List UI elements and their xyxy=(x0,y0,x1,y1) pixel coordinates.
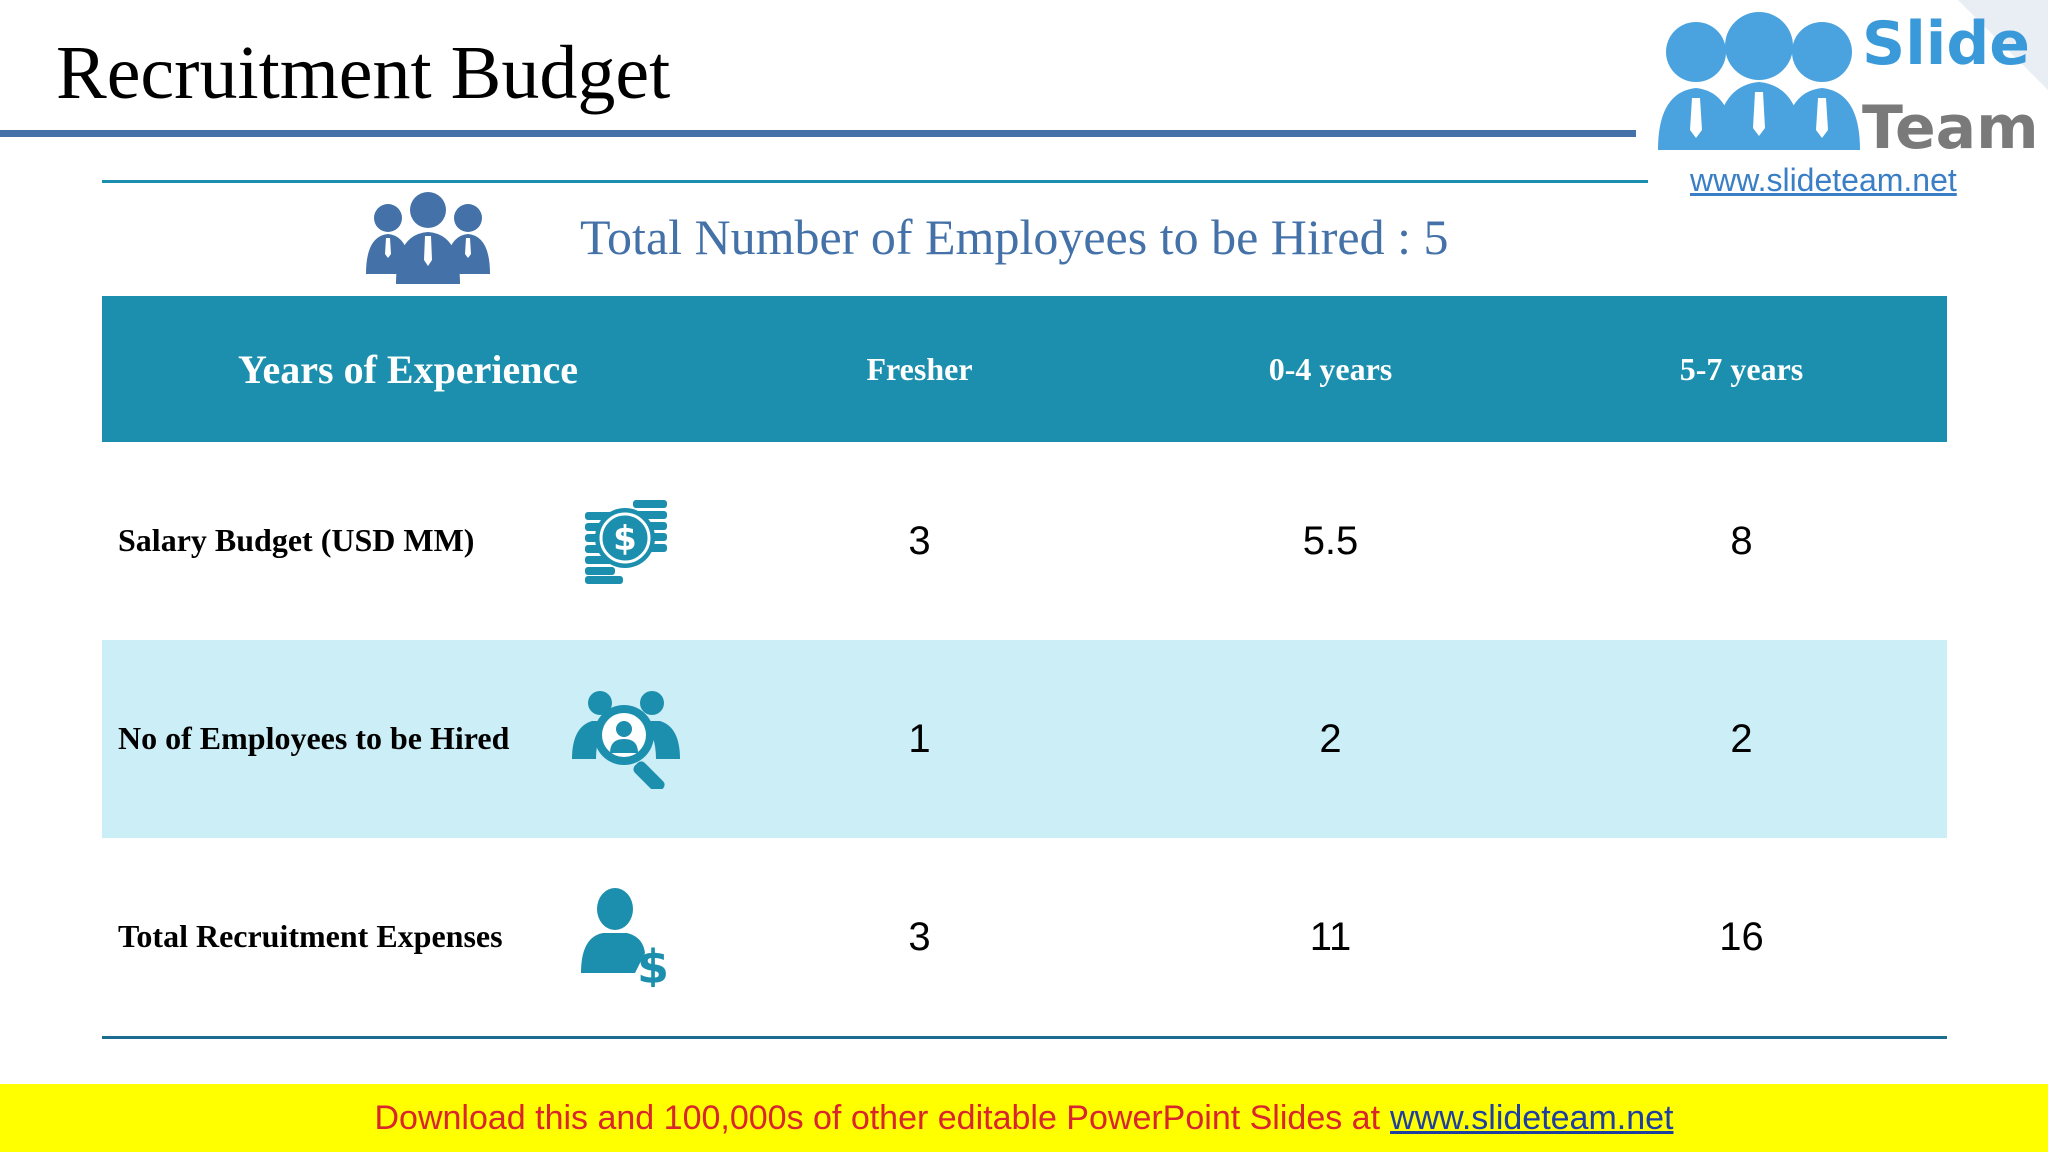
table-header-row: Years of Experience Fresher 0-4 years 5-… xyxy=(102,296,1947,442)
table-row-employees-hired: No of Employees to be Hired 1 2 2 xyxy=(102,640,1947,838)
slideteam-logo[interactable]: Slide Team www.slideteam.net xyxy=(1636,0,2048,200)
table-bottom-rule xyxy=(102,1036,1947,1039)
title-rule xyxy=(0,130,1640,137)
slide-title: Recruitment Budget xyxy=(56,31,671,115)
row-label-salary-budget: Salary Budget (USD MM) xyxy=(118,522,475,559)
cell-expenses-fresher: 3 xyxy=(908,914,931,959)
logo-page-curl xyxy=(1958,0,2048,90)
table-row-salary-budget: Salary Budget (USD MM) $ 3 5.5 8 xyxy=(102,442,1947,640)
row-label-employees-hired: No of Employees to be Hired xyxy=(118,720,510,757)
svg-text:$: $ xyxy=(637,940,669,987)
cell-employees-fresher: 1 xyxy=(908,716,931,761)
cell-salary-0-4: 5.5 xyxy=(1302,518,1359,563)
cell-employees-5-7: 2 xyxy=(1730,716,1753,761)
cell-salary-fresher: 3 xyxy=(908,518,931,563)
cell-salary-5-7: 8 xyxy=(1730,518,1753,563)
banner-text: Download this and 100,000s of other edit… xyxy=(374,1098,1381,1137)
cell-expenses-5-7: 16 xyxy=(1719,914,1764,959)
header-0-4-years: 0-4 years xyxy=(1268,350,1393,387)
people-search-icon xyxy=(538,640,714,838)
banner-link[interactable]: www.slideteam.net xyxy=(1390,1098,1674,1137)
logo-word-slide: Slide xyxy=(1862,9,2030,79)
logo-people-icon xyxy=(1658,12,1860,150)
cell-employees-0-4: 2 xyxy=(1319,716,1342,761)
header-fresher: Fresher xyxy=(866,350,973,387)
cell-expenses-0-4: 11 xyxy=(1309,914,1352,959)
logo-word-team: Team xyxy=(1862,93,2039,163)
table-row-recruitment-expenses: Total Recruitment Expenses $ 3 11 16 xyxy=(102,838,1947,1036)
team-group-icon xyxy=(366,192,490,284)
svg-text:$: $ xyxy=(613,519,637,559)
header-years-of-experience: Years of Experience xyxy=(238,346,578,392)
download-banner: Download this and 100,000s of other edit… xyxy=(0,1084,2048,1152)
header-5-7-years: 5-7 years xyxy=(1679,350,1804,387)
logo-url-link[interactable]: www.slideteam.net xyxy=(1690,162,1957,198)
recruitment-budget-table: Years of Experience Fresher 0-4 years 5-… xyxy=(102,296,1947,1036)
table-top-rule xyxy=(102,180,1648,183)
money-coins-icon: $ xyxy=(538,442,714,640)
headline-total-hires: Total Number of Employees to be Hired : … xyxy=(580,209,1449,265)
person-dollar-icon: $ xyxy=(538,838,714,1036)
row-label-recruitment-expenses: Total Recruitment Expenses xyxy=(118,918,503,955)
